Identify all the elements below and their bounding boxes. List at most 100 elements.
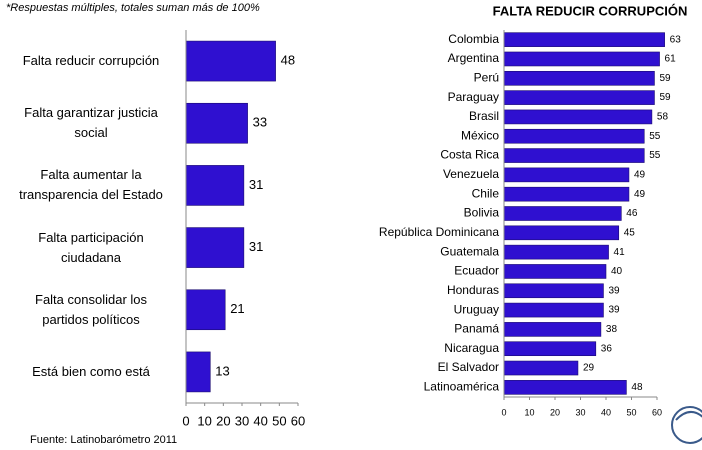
value-label: 31 [249, 177, 263, 192]
y-tick-label: El Salvador [438, 360, 499, 374]
x-tick-label: 20 [550, 407, 560, 417]
y-tick-label: Colombia [448, 32, 499, 46]
bar [503, 302, 604, 318]
y-tick-label: Honduras [447, 283, 499, 297]
x-tick-label: 30 [235, 413, 249, 428]
y-tick-label: Brasil [469, 109, 499, 123]
y-tick-label: Costa Rica [440, 148, 499, 162]
value-label: 46 [626, 208, 638, 219]
y-tick-label: Argentina [448, 51, 500, 65]
value-label: 41 [614, 247, 626, 258]
bar [185, 351, 211, 393]
value-label: 39 [608, 285, 620, 296]
value-label: 39 [608, 305, 620, 316]
x-tick-label: 20 [216, 413, 230, 428]
bar [503, 244, 609, 260]
y-label-box: Falta aumentar la transparencia del Esta… [19, 167, 163, 203]
bar [503, 148, 645, 163]
y-tick-label: Uruguay [454, 302, 499, 316]
y-tick-label: México [461, 128, 499, 142]
bar [503, 109, 653, 125]
x-tick-label: 0 [182, 413, 189, 428]
value-label: 48 [631, 382, 643, 393]
y-tick-label: Falta aumentar la transparencia del Esta… [19, 167, 163, 203]
y-tick-label: Falta consolidar los partidos políticos [35, 291, 147, 327]
bar [503, 51, 660, 67]
y-tick-label: Falta garantizar justicia social [24, 105, 158, 141]
y-tick-label: Perú [474, 70, 499, 84]
value-label: 38 [606, 324, 618, 335]
bar [503, 283, 604, 299]
x-tick-label: 30 [575, 407, 585, 417]
y-label-box: Está bien como está [32, 363, 150, 379]
value-label: 61 [665, 54, 677, 65]
value-label: 36 [601, 343, 613, 354]
bar [185, 289, 226, 331]
y-tick-label: Falta reducir corrupción [22, 53, 160, 69]
bar [503, 32, 665, 47]
x-tick-label: 50 [626, 407, 636, 417]
value-label: 40 [611, 266, 623, 277]
value-label: 29 [583, 363, 595, 374]
y-tick-label: República Dominicana [379, 225, 499, 239]
value-label: 59 [659, 73, 671, 84]
note: *Respuestas múltiples, totales suman más… [6, 2, 260, 14]
y-tick-label: Ecuador [454, 264, 499, 278]
value-label: 48 [281, 53, 295, 68]
value-label: 59 [659, 92, 671, 103]
y-tick-label: Paraguay [448, 90, 499, 104]
y-tick-label: Nicaragua [444, 341, 499, 355]
bar [185, 227, 245, 268]
x-tick-label: 60 [652, 407, 662, 417]
bar [185, 165, 245, 206]
y-label-box: Falta reducir corrupción [22, 53, 160, 69]
y-label-box: Falta garantizar justicia social [24, 105, 158, 141]
y-tick-label: Guatemala [440, 244, 499, 258]
y-tick-label: Falta participación ciudadana [38, 229, 144, 265]
y-tick-label: Está bien como está [32, 363, 150, 379]
bar [503, 186, 630, 202]
x-tick-label: 10 [197, 413, 211, 428]
value-label: 21 [230, 301, 244, 316]
x-tick-label: 50 [272, 413, 286, 428]
source: Fuente: Latinobarómetro 2011 [30, 434, 177, 446]
y-tick-label: Chile [472, 186, 500, 200]
value-label: 55 [649, 131, 661, 142]
bar [503, 380, 627, 395]
value-label: 55 [649, 150, 661, 161]
value-label: 31 [249, 239, 263, 254]
x-tick-label: 0 [501, 407, 506, 417]
value-label: 13 [215, 363, 229, 378]
bar [503, 167, 630, 183]
bar [503, 225, 620, 241]
x-tick-label: 40 [601, 407, 611, 417]
value-label: 49 [634, 189, 646, 200]
y-label-box: Falta consolidar los partidos políticos [35, 291, 147, 327]
bar [503, 206, 622, 221]
y-tick-label: Venezuela [443, 167, 499, 181]
y-tick-label: Panamá [454, 322, 499, 336]
bar [185, 102, 248, 144]
logo [671, 406, 702, 444]
bar [503, 128, 645, 144]
value-label: 58 [657, 112, 669, 123]
bar [503, 70, 655, 86]
y-tick-label: Latinoamérica [424, 380, 500, 394]
value-label: 49 [634, 170, 646, 181]
x-tick-label: 40 [253, 413, 267, 428]
bar [503, 360, 579, 376]
chart-title: FALTA REDUCIR CORRUPCIÓN [493, 3, 688, 18]
y-tick-label: Bolivia [464, 206, 500, 220]
value-label: 33 [253, 115, 267, 130]
bar [185, 40, 276, 82]
value-label: 63 [670, 34, 682, 45]
value-label: 45 [624, 227, 636, 238]
bar [503, 322, 602, 337]
x-tick-label: 60 [291, 413, 305, 428]
bar [503, 341, 597, 357]
x-tick-label: 10 [524, 407, 534, 417]
bar [503, 264, 607, 279]
bar [503, 90, 655, 105]
y-label-box: Falta participación ciudadana [38, 229, 144, 265]
